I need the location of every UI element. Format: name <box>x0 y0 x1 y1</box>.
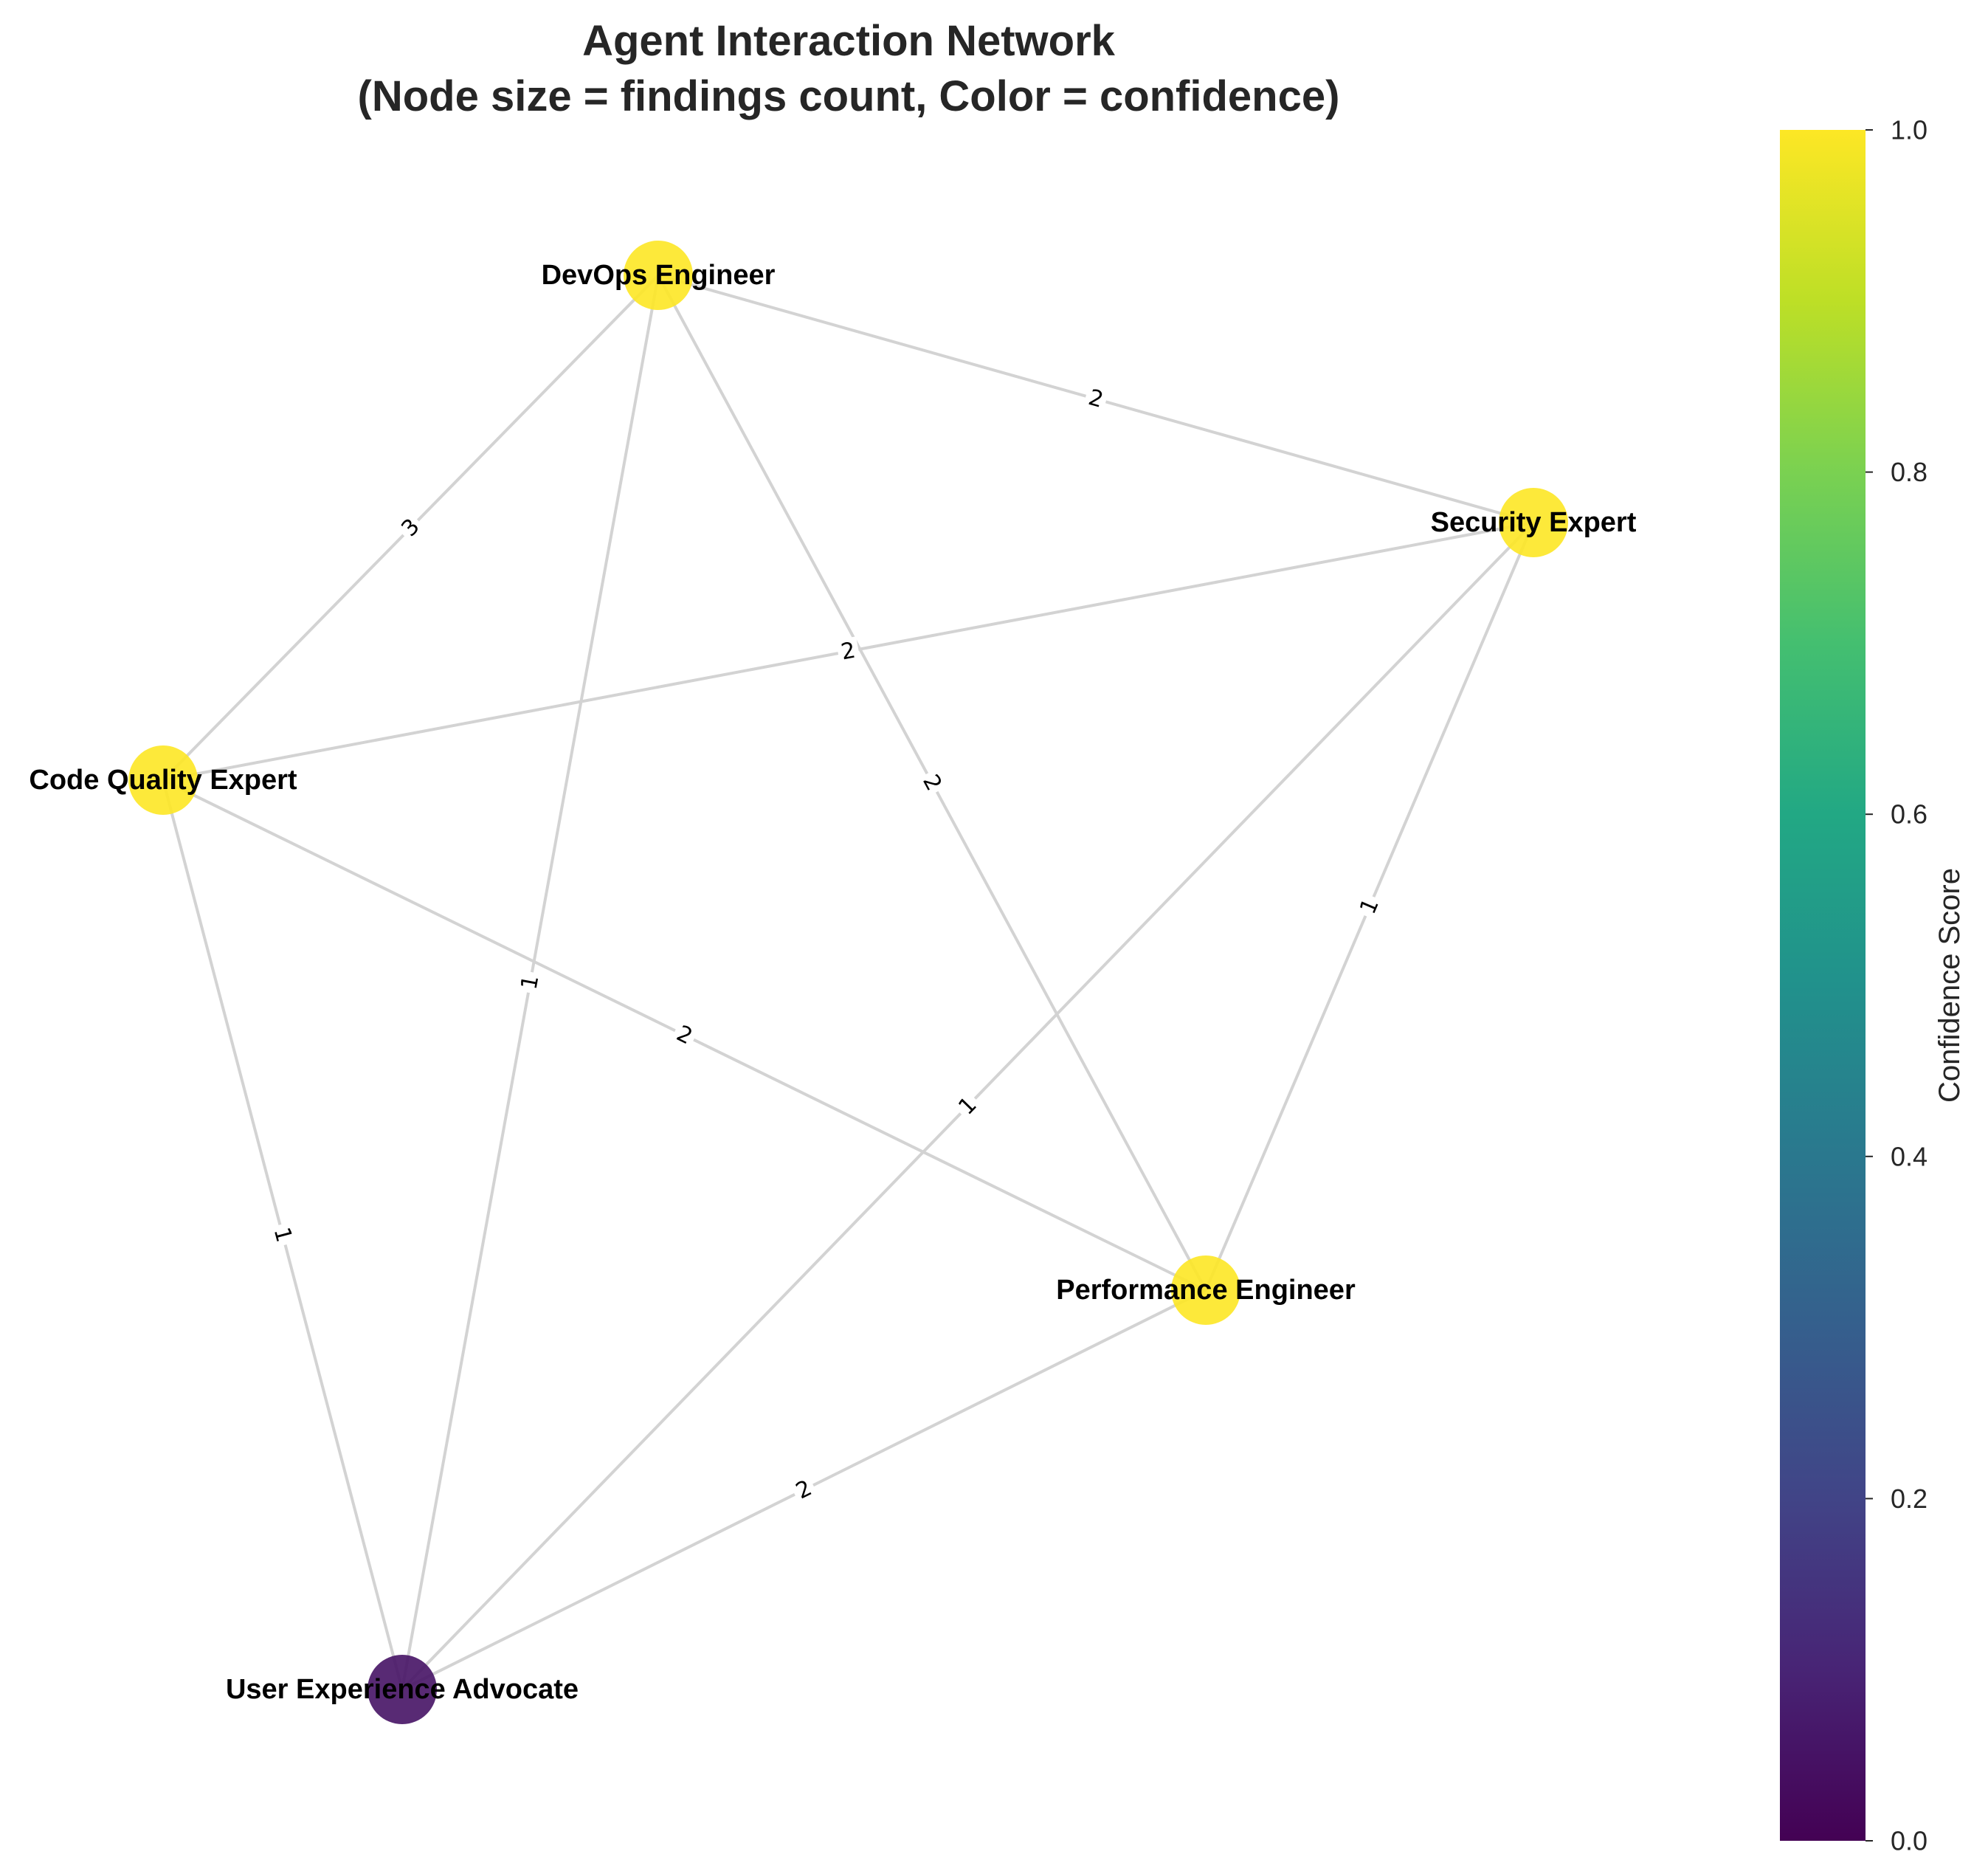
node-labels-layer: DevOps Engineer Security Expert Code Quali… <box>29 260 1636 1705</box>
edge-label-group: 2 <box>835 636 861 666</box>
edge-label-bg <box>1353 892 1387 921</box>
edge-label-bg <box>950 1089 985 1123</box>
edge-label-group: 2 <box>1082 383 1110 415</box>
colorbar-gradient <box>1780 130 1866 1841</box>
colorbar-tick-label: 1.0 <box>1891 115 1927 145</box>
edge-label-group: 2 <box>669 1019 700 1052</box>
chart-title-line1: Agent Interaction Network <box>582 17 1116 65</box>
edge-label-bg <box>835 636 861 666</box>
colorbar-tick-label: 0.8 <box>1891 457 1927 487</box>
colorbar-tick-label: 0.0 <box>1891 1826 1927 1856</box>
node-label-codequality: Code Quality Expert <box>29 765 297 796</box>
edge-label-group: 1 <box>1353 892 1387 921</box>
edge-label-bg <box>1082 383 1110 415</box>
colorbar-tick-label: 0.4 <box>1891 1141 1927 1171</box>
edge-label-bg <box>669 1019 700 1052</box>
node-label-performance: Performance Engineer <box>1056 1275 1356 1306</box>
edge-label-group: 2 <box>788 1473 820 1506</box>
chart-title-line2: (Node size = findings count, Color = con… <box>358 72 1340 120</box>
colorbar: 0.0 0.2 0.4 0.6 0.8 1.0 Confidence Score <box>1780 115 1966 1856</box>
edge-label-bg <box>915 767 949 799</box>
node-devops <box>624 241 693 310</box>
edge-label-bg <box>515 970 545 995</box>
edge-label-bg <box>267 1221 298 1249</box>
colorbar-tick-label: 0.6 <box>1891 799 1927 830</box>
edge-label-group: 1 <box>267 1221 298 1249</box>
colorbar-tick-label: 0.2 <box>1891 1484 1927 1514</box>
node-label-ux: User Experience Advocate <box>226 1674 579 1705</box>
nodes-layer <box>128 241 1568 1724</box>
node-ux <box>367 1655 437 1724</box>
node-label-security: Security Expert <box>1431 507 1637 538</box>
node-security <box>1499 488 1568 557</box>
edge-label-group: 2 <box>915 767 949 799</box>
node-label-devops: DevOps Engineer <box>542 260 776 291</box>
colorbar-label: Confidence Score <box>1933 868 1966 1103</box>
node-codequality <box>128 745 198 815</box>
edges-layer <box>162 274 1535 1691</box>
edge-label-bg <box>393 511 428 545</box>
node-performance <box>1171 1255 1240 1325</box>
edge-label-group: 1 <box>515 970 545 995</box>
colorbar-ticks: 0.0 0.2 0.4 0.6 0.8 1.0 <box>1866 115 1927 1856</box>
edge-label-bg <box>788 1473 820 1506</box>
